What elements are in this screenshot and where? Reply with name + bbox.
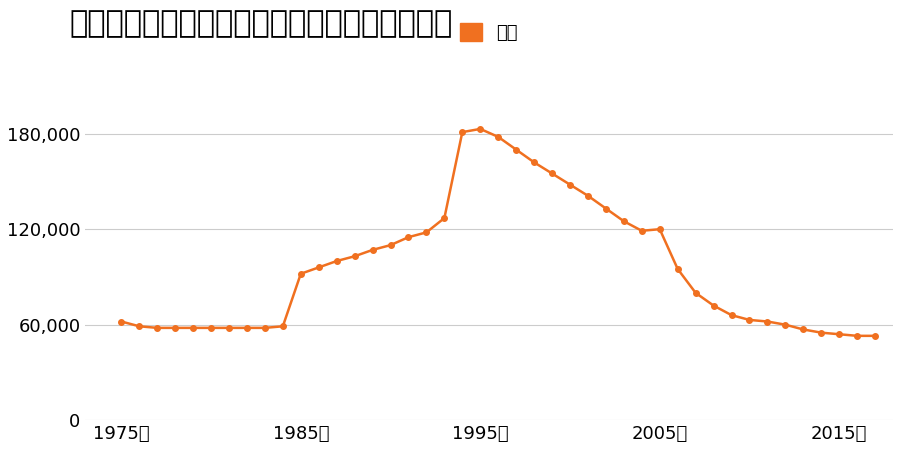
価格	[295, 271, 306, 276]
価格	[708, 303, 719, 308]
価格	[780, 322, 791, 328]
価格	[188, 325, 199, 331]
価格	[690, 290, 701, 296]
価格	[816, 330, 827, 335]
価格	[511, 147, 522, 152]
価格	[582, 193, 593, 198]
Line: 価格: 価格	[119, 126, 878, 338]
Legend: 価格: 価格	[454, 15, 526, 49]
価格	[241, 325, 252, 331]
価格	[116, 319, 127, 324]
価格	[798, 327, 809, 332]
価格	[600, 206, 611, 211]
価格	[223, 325, 234, 331]
価格	[744, 317, 755, 323]
価格	[277, 324, 288, 329]
価格	[762, 319, 773, 324]
価格	[170, 325, 181, 331]
価格	[349, 253, 360, 259]
価格	[367, 247, 378, 252]
価格	[546, 171, 557, 176]
価格	[833, 332, 844, 337]
価格	[457, 130, 468, 135]
価格	[636, 228, 647, 234]
価格	[206, 325, 217, 331]
価格	[618, 219, 629, 224]
価格	[564, 182, 575, 187]
価格	[331, 258, 342, 264]
価格	[726, 312, 737, 318]
価格	[403, 234, 414, 240]
価格	[475, 126, 486, 131]
価格	[259, 325, 270, 331]
価格	[851, 333, 862, 338]
価格	[313, 265, 324, 270]
価格	[439, 216, 450, 221]
価格	[869, 333, 880, 338]
Text: 宮城県多賀城市下馬字西の入７番８の地価推移: 宮城県多賀城市下馬字西の入７番８の地価推移	[69, 9, 453, 38]
価格	[654, 226, 665, 232]
価格	[134, 324, 145, 329]
価格	[385, 243, 396, 248]
価格	[672, 266, 683, 272]
価格	[493, 134, 504, 140]
価格	[152, 325, 163, 331]
価格	[421, 230, 432, 235]
価格	[528, 160, 539, 165]
